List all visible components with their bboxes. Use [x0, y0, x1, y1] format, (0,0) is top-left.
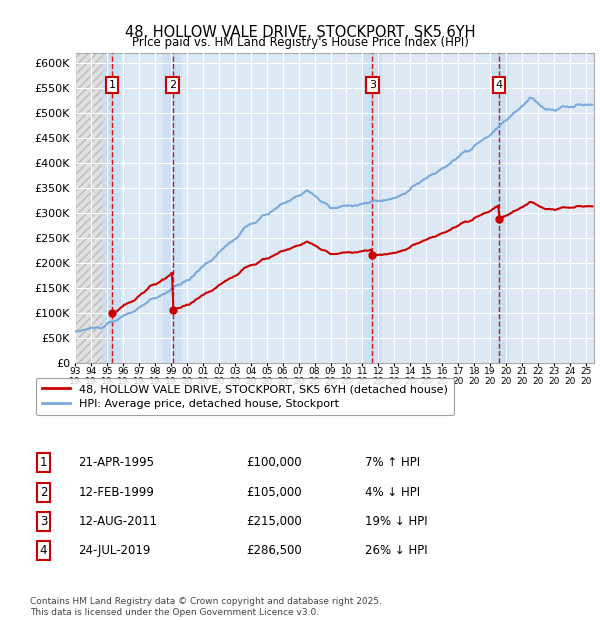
Bar [490, 53, 509, 363]
Text: 12-FEB-1999: 12-FEB-1999 [79, 485, 154, 498]
Text: £286,500: £286,500 [246, 544, 302, 557]
Bar [163, 53, 182, 363]
Text: 21-APR-1995: 21-APR-1995 [79, 456, 155, 469]
Bar [75, 53, 112, 363]
Bar [103, 53, 121, 363]
Text: 3: 3 [40, 515, 47, 528]
Text: £100,000: £100,000 [246, 456, 302, 469]
Text: 4% ↓ HPI: 4% ↓ HPI [365, 485, 420, 498]
Text: 24-JUL-2019: 24-JUL-2019 [79, 544, 151, 557]
Bar [363, 53, 382, 363]
Text: 19% ↓ HPI: 19% ↓ HPI [365, 515, 427, 528]
Text: £105,000: £105,000 [246, 485, 302, 498]
Text: 1: 1 [40, 456, 47, 469]
Text: 26% ↓ HPI: 26% ↓ HPI [365, 544, 427, 557]
Bar [75, 53, 112, 363]
Text: Contains HM Land Registry data © Crown copyright and database right 2025.
This d: Contains HM Land Registry data © Crown c… [30, 598, 382, 617]
Text: 1: 1 [109, 80, 115, 90]
Text: 12-AUG-2011: 12-AUG-2011 [79, 515, 158, 528]
Text: 2: 2 [169, 80, 176, 90]
Text: 4: 4 [496, 80, 503, 90]
Text: £215,000: £215,000 [246, 515, 302, 528]
Text: 2: 2 [40, 485, 47, 498]
Text: 3: 3 [369, 80, 376, 90]
Legend: 48, HOLLOW VALE DRIVE, STOCKPORT, SK5 6YH (detached house), HPI: Average price, : 48, HOLLOW VALE DRIVE, STOCKPORT, SK5 6Y… [35, 378, 454, 415]
Text: Price paid vs. HM Land Registry's House Price Index (HPI): Price paid vs. HM Land Registry's House … [131, 36, 469, 49]
Text: 7% ↑ HPI: 7% ↑ HPI [365, 456, 420, 469]
Text: 4: 4 [40, 544, 47, 557]
Text: 48, HOLLOW VALE DRIVE, STOCKPORT, SK5 6YH: 48, HOLLOW VALE DRIVE, STOCKPORT, SK5 6Y… [125, 25, 475, 40]
